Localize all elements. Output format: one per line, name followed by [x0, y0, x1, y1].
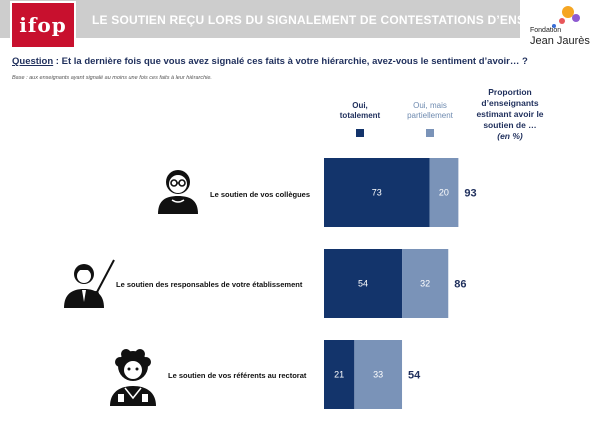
fondation-label: Fondation [530, 27, 562, 34]
total-label-2: 54 [408, 370, 421, 382]
bar-label-total-1: 54 [358, 279, 368, 289]
row-label-collegues: Le soutien de vos collègues [210, 190, 311, 199]
bar-label-total-0: 73 [372, 188, 382, 198]
base-note: Base : aux enseignants ayant signalé au … [12, 75, 212, 81]
column-header-line1: Proportion [488, 87, 532, 97]
bar-label-total-2: 21 [334, 370, 344, 380]
bar-partial-0 [429, 158, 459, 227]
bar-label-partial-2: 33 [373, 370, 383, 380]
bar-total-1 [324, 249, 403, 318]
question: Question : Et la dernière fois que vous … [12, 56, 528, 67]
fondation-jean-jaures-logo: Fondation Jean Jaurès [524, 0, 600, 52]
teacher-glasses-icon [158, 170, 198, 214]
header-band [0, 0, 520, 38]
teacher-pointer-icon [64, 259, 115, 308]
legend-partial-line1: Oui, mais [413, 101, 447, 110]
fondation-logo-dots-icon [552, 6, 580, 28]
bar-partial-2 [354, 340, 403, 409]
bar-total-0 [324, 158, 430, 227]
column-header-line2: d’enseignants [481, 98, 539, 108]
bar-label-partial-1: 32 [420, 279, 430, 289]
bar-label-partial-0: 20 [439, 188, 449, 198]
question-text: : Et la dernière fois que vous avez sign… [53, 56, 528, 67]
ifop-logo: ifop [10, 1, 76, 49]
teacher-curly-icon [110, 349, 156, 406]
question-label: Question [12, 56, 54, 67]
legend-partial-line2: partiellement [407, 111, 453, 120]
row-label-rectorat: Le soutien de vos référents au rectorat [168, 371, 307, 380]
page-title: LE SOUTIEN REÇU LORS DU SIGNALEMENT DE C… [92, 13, 600, 27]
header: ifop LE SOUTIEN REÇU LORS DU SIGNALEMENT… [0, 0, 600, 52]
legend-total: Oui, totalement [330, 101, 390, 121]
column-header-unit: (en %) [497, 131, 523, 141]
legend-total-line1: Oui, [352, 101, 368, 110]
bar-total-2 [324, 340, 355, 409]
row-label-etablissement: Le soutien des responsables de votre éta… [116, 280, 303, 289]
ifop-logo-text: ifop [19, 13, 67, 37]
column-header-line3: estimant avoir le [476, 109, 544, 119]
legend-swatch-partial [426, 129, 434, 137]
jean-jaures-label: Jean Jaurès [530, 35, 590, 47]
total-label-1: 86 [454, 279, 466, 291]
column-header-line4: soutien de … [483, 120, 537, 130]
legend-swatch-total [356, 129, 364, 137]
column-header: Proportion d’enseignants estimant avoir … [460, 87, 560, 142]
total-label-0: 93 [464, 188, 476, 200]
bar-partial-1 [402, 249, 449, 318]
legend-total-line2: totalement [339, 111, 381, 120]
legend-partial: Oui, mais partiellement [400, 101, 460, 121]
